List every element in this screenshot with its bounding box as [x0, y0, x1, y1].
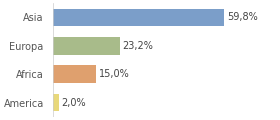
- Bar: [53, 94, 59, 111]
- Bar: [53, 65, 96, 83]
- Text: 15,0%: 15,0%: [99, 69, 129, 79]
- Text: 59,8%: 59,8%: [227, 12, 258, 22]
- Text: 2,0%: 2,0%: [61, 98, 86, 108]
- Bar: [53, 9, 225, 26]
- Bar: [53, 37, 120, 55]
- Text: 23,2%: 23,2%: [122, 41, 153, 51]
